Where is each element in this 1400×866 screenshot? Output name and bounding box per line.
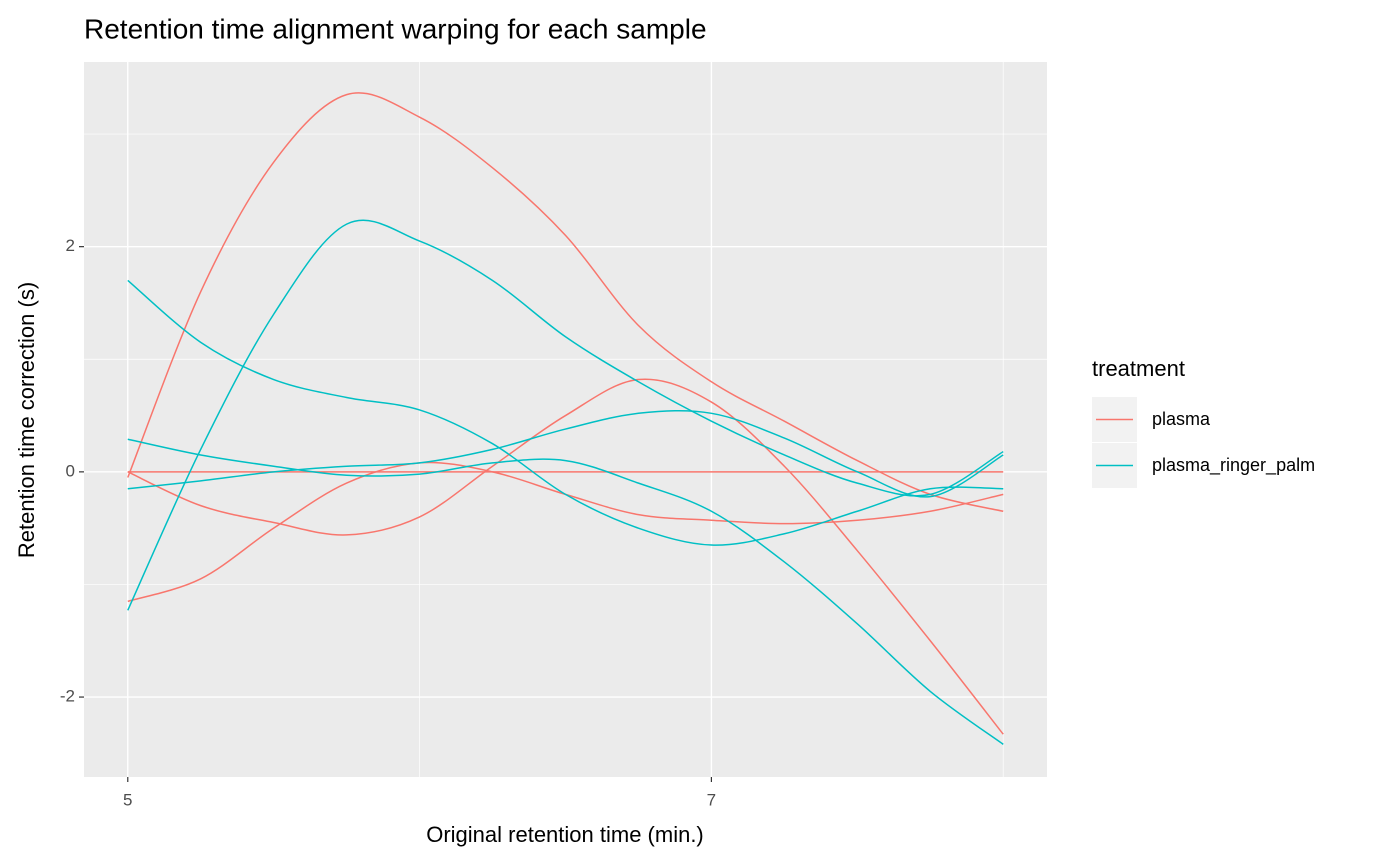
lines (127, 92, 1004, 745)
legend-label: plasma (1152, 409, 1211, 429)
legend: plasma plasma_ringer_palm (1092, 397, 1315, 488)
series-line (127, 219, 1004, 611)
series-line (127, 438, 1004, 745)
panel (84, 62, 1047, 777)
x-tick-label: 7 (707, 790, 716, 809)
legend-title: treatment (1092, 356, 1185, 381)
legend-label: plasma_ringer_palm (1152, 455, 1315, 476)
series-line (127, 279, 1004, 546)
y-axis-title: Retention time correction (s) (14, 282, 39, 558)
axes: 5 7 -2 0 2 (60, 236, 716, 809)
y-tick-label: 0 (66, 461, 75, 480)
chart-title: Retention time alignment warping for eac… (84, 13, 707, 44)
x-axis-title: Original retention time (min.) (426, 822, 704, 847)
y-tick-label: 2 (66, 236, 75, 255)
x-tick-label: 5 (123, 790, 132, 809)
series-line (127, 92, 1004, 512)
series-line (127, 409, 1004, 498)
y-tick-label: -2 (60, 687, 75, 706)
